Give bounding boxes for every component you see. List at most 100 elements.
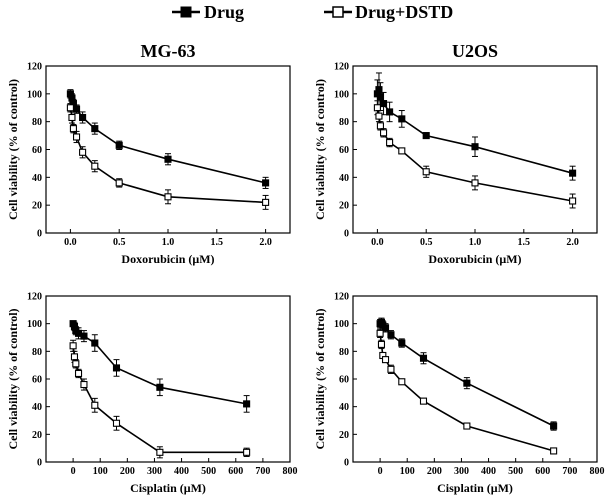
x-tick-label: 1.5 xyxy=(211,237,224,248)
y-axis-label: Cell viability (% of control) xyxy=(6,308,20,449)
y-tick-label: 40 xyxy=(339,402,349,413)
x-tick-label: 2.0 xyxy=(566,237,579,248)
y-axis-label: Cell viability (% of control) xyxy=(313,308,327,449)
data-point xyxy=(112,419,121,427)
data-point xyxy=(66,104,74,112)
data-point xyxy=(91,401,99,409)
data-point xyxy=(550,422,558,430)
y-axis-label: Cell viability (% of control) xyxy=(6,79,20,220)
data-point xyxy=(156,448,164,456)
data-point xyxy=(156,383,164,391)
y-tick-label: 20 xyxy=(339,201,349,212)
series-drug-dstd xyxy=(373,100,577,209)
data-point xyxy=(471,179,479,187)
y-tick-label: 100 xyxy=(27,319,42,330)
data-point xyxy=(398,378,406,386)
y-tick-label: 100 xyxy=(334,89,349,100)
series-drug xyxy=(376,317,558,431)
y-tick-label: 100 xyxy=(334,319,349,330)
data-point xyxy=(550,447,558,455)
legend: Drug Drug+DSTD xyxy=(172,2,453,22)
x-tick-label: 0 xyxy=(378,466,383,477)
x-tick-label: 500 xyxy=(508,466,523,477)
x-tick-label: 2.0 xyxy=(259,237,272,248)
y-tick-label: 0 xyxy=(344,458,349,469)
data-point xyxy=(72,133,81,141)
x-tick-label: 800 xyxy=(283,466,298,477)
data-point xyxy=(79,148,87,156)
x-tick-label: 0.0 xyxy=(371,237,384,248)
y-tick-label: 60 xyxy=(339,145,349,156)
data-point xyxy=(398,147,406,155)
x-tick-label: 0 xyxy=(71,466,76,477)
panel-title: U2OS xyxy=(452,41,498,61)
data-point xyxy=(115,141,123,149)
legend-combo-marker xyxy=(332,6,344,18)
data-point xyxy=(463,422,471,430)
data-point xyxy=(419,354,428,362)
x-tick-label: 500 xyxy=(201,466,216,477)
x-tick-label: 200 xyxy=(427,466,442,477)
y-tick-label: 80 xyxy=(32,117,42,128)
legend-combo-label: Drug+DSTD xyxy=(355,2,453,22)
y-tick-label: 80 xyxy=(339,347,349,358)
data-point xyxy=(115,179,123,187)
data-point xyxy=(112,364,121,372)
x-tick-label: 800 xyxy=(590,466,605,477)
data-point xyxy=(419,397,428,405)
data-point xyxy=(387,331,395,339)
panel-title: MG-63 xyxy=(141,41,196,61)
data-point xyxy=(376,93,384,101)
x-tick-label: 700 xyxy=(255,466,270,477)
data-point xyxy=(398,339,406,347)
y-axis-label: Cell viability (% of control) xyxy=(313,79,327,220)
x-tick-label: 1.5 xyxy=(518,237,531,248)
y-tick-label: 0 xyxy=(344,229,349,240)
x-tick-label: 200 xyxy=(120,466,135,477)
data-point xyxy=(379,100,388,108)
series-drug-dstd xyxy=(376,328,558,455)
data-point xyxy=(91,125,99,133)
y-tick-label: 40 xyxy=(32,402,42,413)
data-point xyxy=(376,329,384,337)
data-point xyxy=(375,86,383,94)
series-drug xyxy=(66,89,270,189)
data-point xyxy=(375,112,383,120)
series-line xyxy=(376,86,573,174)
data-point xyxy=(569,197,577,205)
data-point xyxy=(91,162,99,170)
data-point xyxy=(69,125,77,133)
data-point xyxy=(91,339,99,347)
chart-panel-3: 0 20 40 60 80 100 120 0 100 200 300 400 500 600 700 800… xyxy=(6,292,298,496)
x-tick-label: 1.0 xyxy=(469,237,482,248)
series-drug-dstd xyxy=(66,103,270,210)
x-tick-label: 0.5 xyxy=(113,237,126,248)
y-tick-label: 40 xyxy=(339,173,349,184)
data-point xyxy=(381,324,390,332)
y-tick-label: 80 xyxy=(32,347,42,358)
series-line xyxy=(379,320,554,427)
data-point xyxy=(69,342,77,350)
data-point xyxy=(398,115,406,123)
data-point xyxy=(381,356,390,364)
chart-panel-4: 0 20 40 60 80 100 120 0 100 200 300 400 500 600 700 800… xyxy=(313,292,605,496)
data-point xyxy=(387,365,395,373)
y-tick-label: 20 xyxy=(32,201,42,212)
data-point xyxy=(386,108,394,116)
y-tick-label: 100 xyxy=(27,89,42,100)
data-point xyxy=(72,360,80,368)
x-tick-label: 700 xyxy=(562,466,577,477)
x-tick-label: 300 xyxy=(147,466,162,477)
y-tick-label: 80 xyxy=(339,117,349,128)
data-point xyxy=(243,400,251,408)
data-point xyxy=(376,122,384,130)
chart-panel-2: 0 20 40 60 80 100 120 0.0 0.5 1.0 1.5 2.0 U2OS Doxoru… xyxy=(313,41,598,266)
data-point xyxy=(471,143,479,151)
chart-panel-1: 0 20 40 60 80 100 120 0.0 0.5 1.0 1.5 2.0 MG-63 Doxor… xyxy=(6,41,291,266)
legend-drug-label: Drug xyxy=(204,2,244,22)
data-point xyxy=(243,448,251,456)
x-axis-label: Doxorubicin (μM) xyxy=(121,252,214,266)
x-tick-label: 0.5 xyxy=(420,237,433,248)
data-point xyxy=(74,369,83,378)
